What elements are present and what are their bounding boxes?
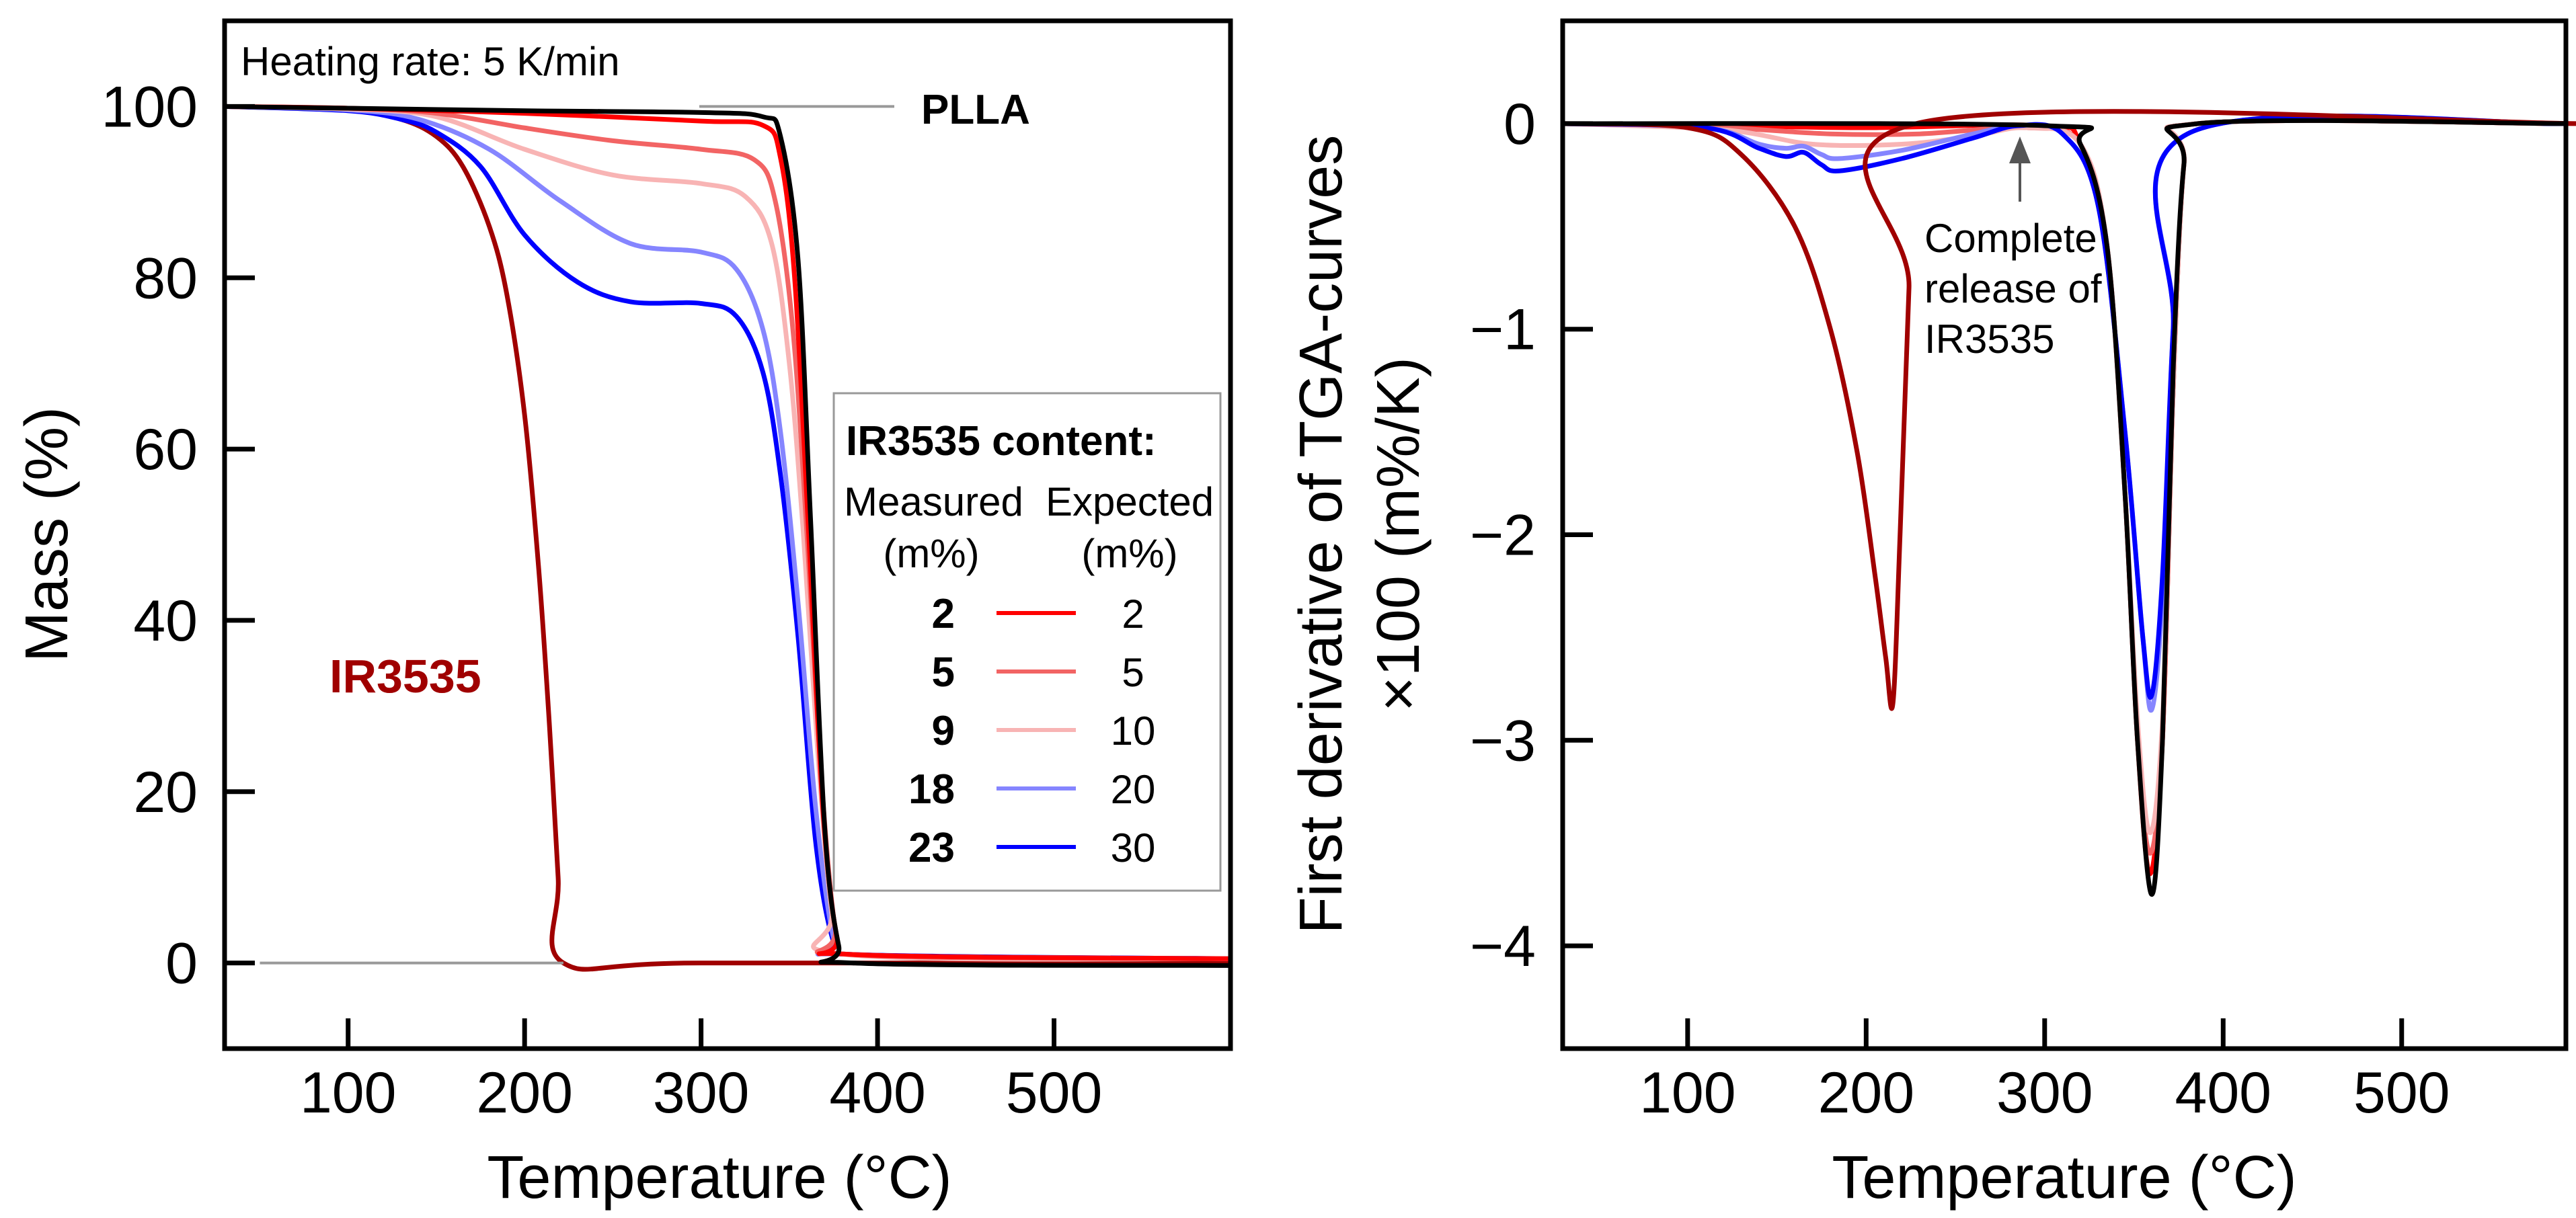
reference-lines: [260, 105, 894, 965]
axis-ticks: 100 200 300 400 500 0 −1 −2 −3 −4: [1470, 92, 2450, 1125]
release-text-3: IR3535: [1924, 317, 2054, 362]
plot-frame: [1560, 18, 2569, 1051]
x-tick-label: 300: [1996, 1061, 2093, 1125]
release-text-2: release of: [1924, 266, 2102, 311]
legend-measured-value: 9: [932, 708, 955, 754]
legend-entry: 18 20: [908, 766, 1155, 813]
mass-chart: 100 200 300 400 500 0 20 40 60 80 100 Heating rate…: [13, 18, 1233, 1211]
series-line-plla: [224, 104, 1231, 968]
series-line-ir3535: [1562, 109, 2576, 711]
x-tick-label: 300: [653, 1061, 750, 1125]
x-tick-label: 200: [476, 1061, 573, 1125]
y-tick-label: −1: [1470, 298, 1536, 362]
release-text-1: Complete: [1924, 216, 2097, 261]
x-axis-title: Temperature (°C): [1832, 1144, 2296, 1211]
axis-ticks: 100 200 300 400 500 0 20 40 60 80 100: [102, 75, 1103, 1125]
legend-measured-value: 18: [908, 766, 955, 813]
legend-entry: 23 30: [908, 825, 1155, 871]
derivative-chart: 100 200 300 400 500 0 −1 −2 −3 −4 Complete releas…: [1288, 18, 2576, 1211]
y-tick-label: −4: [1470, 914, 1536, 979]
legend-unit-expected: (m%): [1081, 531, 1177, 576]
derivative-curves: [1562, 109, 2576, 897]
arrow-head-icon: [2009, 136, 2031, 163]
x-tick-label: 100: [1639, 1061, 1736, 1125]
legend-expected-value: 10: [1111, 708, 1156, 754]
x-tick-label: 400: [2175, 1061, 2272, 1125]
legend-measured-value: 23: [908, 825, 955, 871]
y-tick-label: 20: [133, 760, 198, 825]
y-tick-label: 0: [165, 932, 198, 996]
series-line-5m: [224, 104, 1231, 961]
series-line-20m: [1562, 114, 2567, 713]
y-tick-label: −3: [1470, 708, 1536, 773]
y-axis-title: Mass (%): [13, 407, 81, 662]
release-annotation: Complete release of IR3535: [1924, 136, 2102, 362]
legend-unit-measured: (m%): [883, 531, 979, 576]
y-tick-label: −2: [1470, 503, 1536, 568]
plot-frame: [222, 18, 1233, 1051]
x-tick-label: 100: [300, 1061, 397, 1125]
legend: IR3535 content: Measured Expected (m%) (…: [832, 392, 1222, 892]
plla-label: PLLA: [921, 87, 1030, 133]
legend-expected-value: 20: [1111, 767, 1156, 812]
y-tick-label: 0: [1504, 92, 1536, 157]
legend-measured-value: 5: [932, 649, 955, 696]
series-line-ir3535: [224, 104, 1231, 972]
legend-expected-value: 5: [1122, 650, 1144, 695]
legend-box: [832, 392, 1222, 892]
y-axis-title-line2: ×100 (m%/K): [1365, 357, 1432, 712]
ir3535-label: IR3535: [329, 650, 481, 702]
x-axis-title: Temperature (°C): [487, 1144, 951, 1211]
legend-expected-value: 30: [1111, 825, 1156, 870]
x-tick-label: 500: [1006, 1061, 1103, 1125]
legend-expected-value: 2: [1122, 592, 1144, 637]
y-tick-label: 60: [133, 417, 198, 482]
legend-entry: 9 10: [932, 708, 1156, 754]
legend-col-expected: Expected: [1046, 479, 1214, 524]
mass-curves: [224, 104, 1231, 972]
legend-measured-value: 2: [932, 591, 955, 637]
x-tick-label: 400: [829, 1061, 926, 1125]
y-axis-title-line1: First derivative of TGA-curves: [1288, 135, 1355, 934]
series-line-10m: [224, 104, 1231, 962]
y-tick-label: 100: [102, 75, 198, 139]
x-tick-label: 500: [2353, 1061, 2450, 1125]
series-line-30m: [1562, 114, 2567, 700]
y-tick-label: 80: [133, 246, 198, 311]
heating-rate-label: Heating rate: 5 K/min: [241, 39, 620, 84]
x-tick-label: 200: [1818, 1061, 1915, 1125]
y-tick-label: 40: [133, 589, 198, 653]
legend-col-measured: Measured: [844, 479, 1023, 524]
series-line-plla: [1562, 118, 2567, 897]
legend-title: IR3535 content:: [846, 418, 1157, 464]
